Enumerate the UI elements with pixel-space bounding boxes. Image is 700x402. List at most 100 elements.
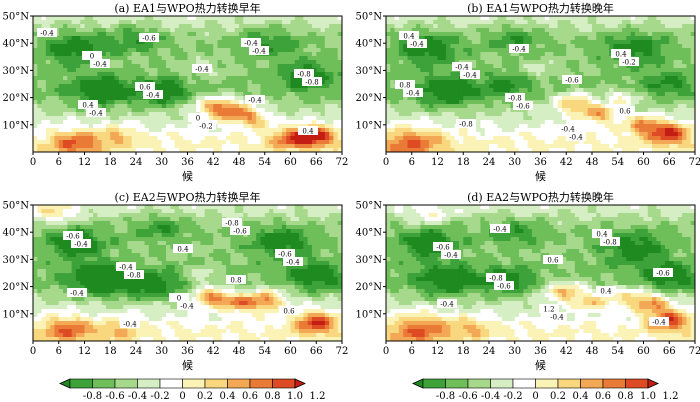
heatmap-cell [677, 88, 683, 93]
heatmap-cell [58, 28, 64, 33]
heatmap-cell [446, 40, 451, 45]
heatmap-cell [600, 76, 606, 81]
heatmap-cell [686, 32, 692, 37]
heatmap-cell [269, 28, 274, 33]
heatmap-cell [239, 80, 244, 85]
heatmap-cell [622, 132, 627, 137]
heatmap-cell [127, 120, 133, 125]
heatmap-cell [58, 64, 64, 69]
heatmap-cell [50, 100, 55, 105]
heatmap-cell [230, 32, 236, 37]
heatmap-cell [58, 132, 64, 137]
heatmap-cell [428, 100, 434, 105]
heatmap-cell [561, 44, 567, 49]
heatmap-cell [247, 136, 253, 141]
heatmap-cell [493, 64, 498, 69]
heatmap-cell [604, 16, 610, 21]
heatmap-cell [467, 52, 473, 57]
heatmap-cell [204, 128, 210, 133]
heatmap-cell [420, 136, 426, 141]
heatmap-cell [88, 96, 94, 101]
heatmap-cell [213, 40, 218, 45]
heatmap-cell [403, 132, 408, 137]
heatmap-cell [501, 140, 507, 145]
heatmap-cell [390, 72, 395, 77]
heatmap-cell [476, 20, 481, 25]
heatmap-cell [441, 36, 447, 41]
heatmap-cell [166, 132, 171, 137]
heatmap-cell [307, 28, 313, 33]
heatmap-cell [148, 104, 154, 109]
heatmap-cell [166, 44, 171, 49]
heatmap-cell [403, 96, 408, 101]
heatmap-cell [286, 48, 291, 53]
heatmap-cell [251, 32, 257, 37]
heatmap-cell [166, 108, 171, 113]
heatmap-cell [660, 84, 666, 89]
heatmap-cell [97, 36, 103, 41]
heatmap-cell [471, 48, 477, 53]
heatmap-cell [428, 96, 434, 101]
heatmap-cell [403, 116, 408, 121]
heatmap-cell [226, 44, 231, 49]
heatmap-cell [174, 140, 180, 145]
heatmap-cell [682, 84, 687, 89]
heatmap-cell [420, 32, 426, 37]
heatmap-cell [123, 36, 128, 41]
heatmap-cell [592, 20, 597, 25]
heatmap-cell [433, 136, 438, 141]
heatmap-cell [570, 16, 576, 21]
heatmap-cell [54, 140, 60, 145]
heatmap-cell [536, 96, 541, 101]
heatmap-cell [153, 72, 158, 77]
heatmap-cell [677, 120, 683, 125]
heatmap-cell [501, 136, 507, 141]
heatmap-cell [531, 56, 537, 61]
heatmap-cell [127, 24, 133, 29]
heatmap-cell [540, 140, 546, 145]
heatmap-cell [166, 136, 171, 141]
heatmap-cell [639, 104, 644, 109]
heatmap-cell [37, 60, 42, 65]
heatmap-cell [101, 20, 107, 25]
heatmap-cell [101, 16, 107, 21]
heatmap-cell [433, 88, 438, 93]
heatmap-cell [170, 128, 176, 133]
heatmap-cell [174, 132, 180, 137]
heatmap-cell [303, 52, 309, 57]
heatmap-cell [213, 44, 218, 49]
heatmap-cell [643, 56, 649, 61]
heatmap-cell [234, 80, 240, 85]
heatmap-cell [243, 148, 248, 152]
heatmap-cell [394, 32, 400, 37]
heatmap-cell [290, 100, 296, 105]
heatmap-cell [411, 136, 417, 141]
heatmap-cell [307, 92, 313, 97]
heatmap-cell [337, 72, 342, 77]
heatmap-cell [307, 56, 313, 61]
heatmap-cell [37, 132, 42, 137]
heatmap-cell [446, 132, 451, 137]
heatmap-cell [574, 88, 580, 93]
heatmap-cell [463, 20, 468, 25]
heatmap-cell [669, 76, 674, 81]
heatmap-cell [80, 108, 85, 113]
heatmap-cell [622, 92, 627, 97]
heatmap-cell [187, 52, 193, 57]
heatmap-cell [127, 20, 133, 25]
heatmap-cell [80, 76, 85, 81]
heatmap-cell [264, 16, 270, 21]
heatmap-cell [71, 124, 77, 129]
heatmap-cell [579, 140, 584, 145]
heatmap-cell [153, 24, 158, 29]
heatmap-cell [510, 132, 516, 137]
heatmap-cell [506, 60, 511, 65]
heatmap-cell [303, 16, 309, 21]
heatmap-cell [394, 60, 400, 65]
heatmap-cell [386, 84, 391, 89]
heatmap-cell [281, 140, 287, 145]
heatmap-cell [324, 124, 330, 129]
heatmap-cell [196, 36, 201, 41]
heatmap-cell [148, 144, 154, 149]
heatmap-cell [247, 16, 253, 21]
